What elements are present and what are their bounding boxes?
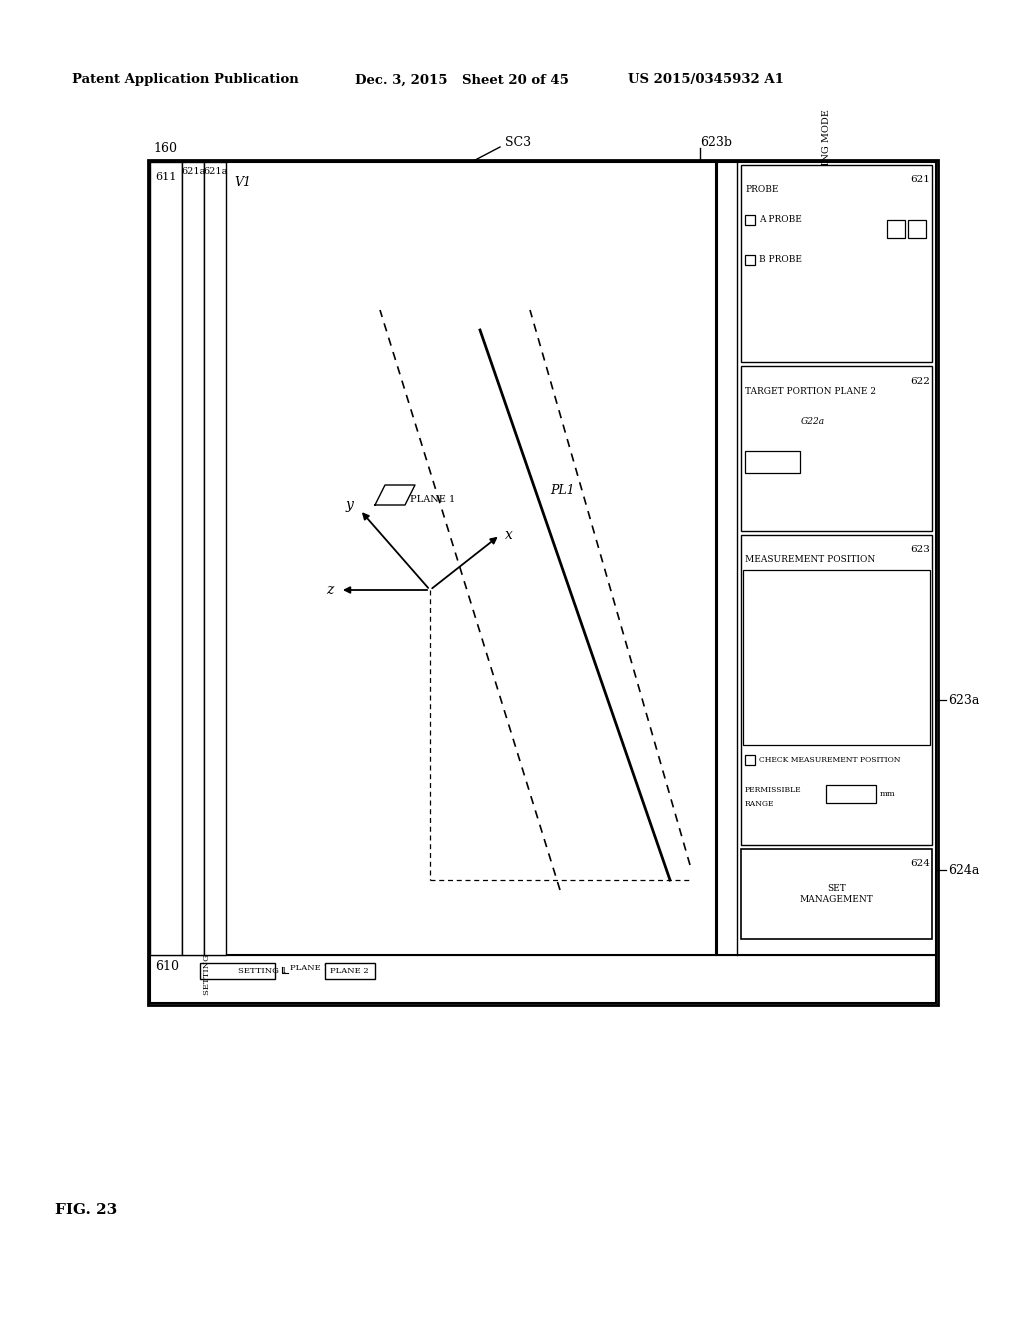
Bar bbox=[182, 162, 204, 954]
Text: x: x bbox=[505, 528, 513, 543]
Bar bbox=[741, 535, 932, 845]
Bar bbox=[204, 162, 226, 954]
Text: 610: 610 bbox=[155, 961, 179, 974]
Bar bbox=[908, 220, 926, 238]
Text: SETTING 1: SETTING 1 bbox=[203, 946, 211, 995]
Bar bbox=[150, 954, 936, 1003]
Text: SC3: SC3 bbox=[505, 136, 531, 149]
Text: mm: mm bbox=[880, 789, 896, 799]
Text: Dec. 3, 2015: Dec. 3, 2015 bbox=[355, 74, 447, 87]
Text: 621: 621 bbox=[910, 176, 930, 185]
Bar bbox=[741, 366, 932, 531]
Text: Patent Application Publication: Patent Application Publication bbox=[72, 74, 299, 87]
Bar bbox=[745, 255, 755, 265]
Bar bbox=[745, 451, 800, 473]
Bar bbox=[743, 570, 930, 744]
Text: 624: 624 bbox=[910, 859, 930, 869]
Text: 621a: 621a bbox=[204, 168, 228, 177]
Text: SETTING 1: SETTING 1 bbox=[238, 968, 287, 975]
Text: Y-
COORDINATE: Y- COORDINATE bbox=[821, 590, 866, 601]
Text: y: y bbox=[346, 498, 354, 512]
Text: US 2015/0345932 A1: US 2015/0345932 A1 bbox=[628, 74, 784, 87]
Text: 622: 622 bbox=[910, 376, 930, 385]
Text: 5.000: 5.000 bbox=[838, 789, 865, 799]
Text: Sheet 20 of 45: Sheet 20 of 45 bbox=[462, 74, 569, 87]
Text: 623a: 623a bbox=[948, 693, 979, 706]
Bar bbox=[741, 165, 932, 362]
Text: 623b: 623b bbox=[700, 136, 732, 149]
Text: PROBE: PROBE bbox=[745, 186, 778, 194]
Text: Z-
COORDINATE: Z- COORDINATE bbox=[878, 590, 923, 601]
Text: V1: V1 bbox=[234, 176, 251, 189]
Text: PL1: PL1 bbox=[550, 483, 574, 496]
Text: PERMISSIBLE: PERMISSIBLE bbox=[745, 785, 802, 795]
Text: PLANE 1: PLANE 1 bbox=[290, 964, 329, 972]
Text: SET
MANAGEMENT: SET MANAGEMENT bbox=[800, 884, 873, 904]
Text: FIG. 23: FIG. 23 bbox=[55, 1203, 118, 1217]
Bar bbox=[150, 162, 716, 954]
Text: TARGET PORTION PLANE 2: TARGET PORTION PLANE 2 bbox=[745, 387, 876, 396]
Text: z: z bbox=[326, 583, 333, 597]
Text: 611: 611 bbox=[156, 172, 177, 182]
Text: RANGE: RANGE bbox=[745, 800, 774, 808]
Text: PLANE 1: PLANE 1 bbox=[410, 495, 456, 504]
Text: 160: 160 bbox=[153, 143, 177, 154]
Text: 621a: 621a bbox=[182, 168, 206, 177]
Bar bbox=[887, 220, 905, 238]
Bar bbox=[745, 755, 755, 766]
Bar bbox=[826, 785, 876, 803]
Bar bbox=[150, 162, 182, 954]
Text: No: No bbox=[750, 593, 759, 598]
Bar bbox=[200, 964, 275, 979]
Text: A PROBE: A PROBE bbox=[759, 215, 802, 224]
Text: 624a: 624a bbox=[948, 863, 979, 876]
Text: MEASUREMENT POSITION: MEASUREMENT POSITION bbox=[745, 556, 876, 565]
Text: B PROBE: B PROBE bbox=[759, 256, 802, 264]
Text: 623: 623 bbox=[910, 545, 930, 554]
Bar bbox=[325, 964, 375, 979]
Bar bbox=[148, 160, 938, 1005]
Text: CHECK MEASUREMENT POSITION: CHECK MEASUREMENT POSITION bbox=[759, 756, 900, 764]
Text: IMAGE: IMAGE bbox=[757, 458, 787, 466]
Text: PROGRAM SETTING MODE: PROGRAM SETTING MODE bbox=[822, 110, 831, 251]
Text: X-
COORDINATE: X- COORDINATE bbox=[769, 590, 814, 601]
Text: PLANE 2: PLANE 2 bbox=[330, 968, 369, 975]
Bar bbox=[745, 215, 755, 224]
Bar bbox=[741, 849, 932, 939]
Text: G22a: G22a bbox=[801, 417, 825, 425]
Bar bbox=[717, 162, 936, 954]
